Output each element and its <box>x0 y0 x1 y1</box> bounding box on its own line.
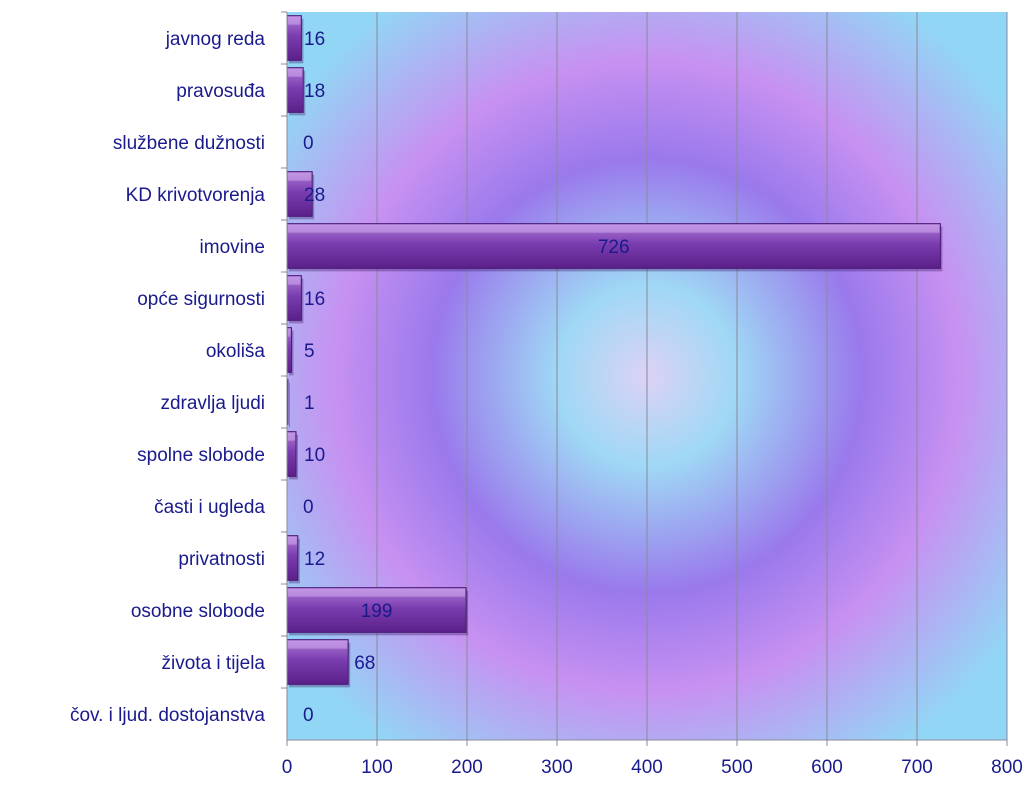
x-tick-label: 600 <box>811 757 843 778</box>
x-tick-label: 100 <box>361 757 393 778</box>
category-label: službene dužnosti <box>113 133 265 154</box>
data-label: 28 <box>304 185 325 206</box>
x-tick-label: 200 <box>451 757 483 778</box>
category-label: časti i ugleda <box>154 497 265 518</box>
data-label: 68 <box>354 653 375 674</box>
x-tick-label: 0 <box>282 757 293 778</box>
x-tick-label: 700 <box>901 757 933 778</box>
data-label: 5 <box>304 341 315 362</box>
category-label: KD krivotvorenja <box>126 185 266 206</box>
category-label: javnog reda <box>165 29 266 50</box>
bar-highlight <box>288 68 303 77</box>
data-label: 10 <box>304 445 325 466</box>
category-label: čov. i ljud. dostojanstva <box>70 705 265 726</box>
bar-highlight <box>288 588 466 597</box>
bar-highlight <box>288 172 312 181</box>
bar-highlight <box>288 328 291 337</box>
data-label: 726 <box>598 237 630 258</box>
bar-shadow <box>289 382 290 428</box>
data-label: 1 <box>304 393 315 414</box>
bars <box>286 15 943 688</box>
category-label: spolne slobode <box>137 445 265 466</box>
bar-highlight <box>288 224 940 233</box>
data-label: 0 <box>303 497 314 518</box>
category-label: okoliša <box>206 341 266 362</box>
category-label: osobne slobode <box>131 601 265 622</box>
x-tick-label: 500 <box>721 757 753 778</box>
axes <box>281 11 1008 746</box>
data-label: 0 <box>303 133 314 154</box>
category-label: života i tijela <box>162 653 266 674</box>
data-label: 18 <box>304 81 325 102</box>
category-label: pravosuđa <box>176 81 265 102</box>
category-label: zdravlja ljudi <box>160 393 265 414</box>
data-label: 0 <box>303 705 314 726</box>
category-label: privatnosti <box>178 549 265 570</box>
bar-highlight <box>288 536 297 545</box>
category-label: opće sigurnosti <box>137 289 265 310</box>
x-tick-label: 800 <box>991 757 1023 778</box>
category-label: imovine <box>200 237 265 258</box>
bar-highlight <box>288 276 301 285</box>
bar-highlight <box>288 432 295 441</box>
data-label: 16 <box>304 289 325 310</box>
x-tick-label: 400 <box>631 757 663 778</box>
x-tick-label: 300 <box>541 757 573 778</box>
data-label: 16 <box>304 29 325 50</box>
bar-highlight <box>288 640 348 649</box>
data-label: 12 <box>304 549 325 570</box>
bar-highlight <box>288 16 301 25</box>
data-label: 199 <box>361 601 393 622</box>
